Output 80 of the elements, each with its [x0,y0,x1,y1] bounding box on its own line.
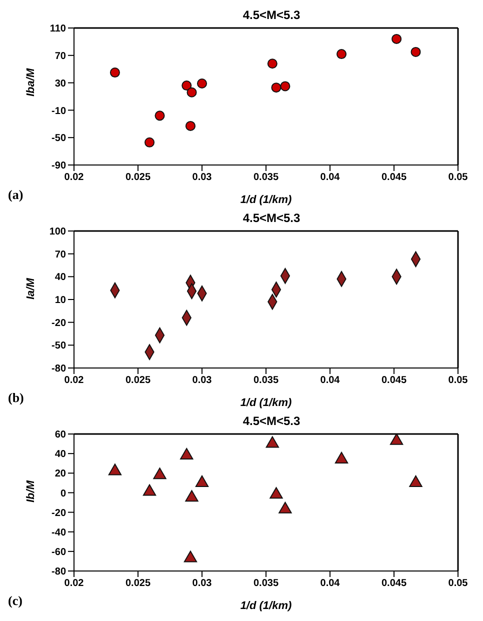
x-axis-title: 1/d (1/km) [240,194,292,206]
point [180,448,194,460]
x-tick-label: 0.045 [381,172,407,184]
y-axis-title: Iba/M [24,68,37,96]
y-tick-label: 100 [49,226,66,238]
chart-title: 4.5<M<5.3 [242,8,302,22]
x-tick-label: 0.02 [64,578,84,590]
point [278,502,292,514]
y-tick-label: -40 [52,527,66,538]
x-tick-label: 0.03 [192,172,212,184]
y-tick-label: 70 [54,50,66,62]
y-tick-label: 10 [54,295,66,306]
point [267,58,278,69]
y-tick-label: -50 [52,340,66,352]
y-tick-label: -90 [52,160,66,172]
x-tick-label: 0.035 [253,172,279,184]
text: (a) [8,187,24,203]
x-tick-label: 0.035 [253,375,279,386]
y-tick-label: -10 [52,106,66,117]
y-axis-title: Ib/M [24,480,37,502]
x-tick-label: 0.05 [448,578,468,590]
y-tick-label: 110 [50,24,66,35]
point [142,484,156,496]
x-tick-label: 0.045 [381,375,407,386]
point [184,550,198,562]
point [144,137,155,148]
x-tick-label: 0.05 [448,172,468,184]
point [334,452,348,464]
point [271,82,282,93]
point [410,46,421,57]
x-tick-label: 0.04 [320,578,340,590]
y-tick-label: 70 [54,249,66,260]
x-tick-label: 0.02 [64,172,84,184]
x-tick-label: 0.025 [125,172,151,184]
y-tick-label: -60 [52,546,66,558]
x-tick-label: 0.03 [192,375,212,386]
point [154,110,165,121]
point [185,120,196,131]
point [195,475,209,487]
point [280,81,290,92]
text: (b) [8,390,24,406]
chart-title: 4.5<M<5.3 [242,211,302,225]
y-tick-label: 0 [60,488,66,500]
point [336,49,347,60]
y-tick-label: -20 [52,508,66,519]
point [182,80,192,91]
point [196,78,208,88]
point [153,468,166,480]
y-tick-label: -80 [52,566,66,578]
x-tick-label: 0.025 [125,578,151,590]
y-tick-label: -80 [52,364,66,375]
point [110,68,120,78]
y-axis-title: Ia/M [24,277,37,300]
x-axis-title: 1/d (1/km) [240,397,292,409]
y-tick-label: 40 [54,272,66,284]
y-tick-label: 40 [54,449,66,460]
x-tick-label: 0.04 [320,375,340,386]
y-tick-label: -20 [52,318,66,329]
point [270,487,283,499]
chart-title: 4.5<M<5.3 [242,414,302,428]
x-tick-label: 0.045 [381,578,407,590]
y-tick-label: 60 [54,430,66,441]
x-tick-label: 0.05 [448,375,468,386]
x-tick-label: 0.025 [125,375,151,386]
x-tick-label: 0.035 [253,578,279,590]
y-tick-label: 20 [54,468,66,480]
x-axis-title: 1/d (1/km) [240,600,292,612]
x-tick-label: 0.04 [320,172,340,184]
point [392,34,402,44]
point [185,490,198,502]
point [409,475,422,487]
y-tick-label: 30 [54,78,66,90]
text: (c) [8,593,22,609]
point [390,434,404,445]
point [266,436,279,448]
point [108,464,122,476]
x-tick-label: 0.02 [64,375,84,386]
x-tick-label: 0.03 [192,578,212,590]
y-tick-label: -50 [52,133,66,144]
point [186,87,197,98]
